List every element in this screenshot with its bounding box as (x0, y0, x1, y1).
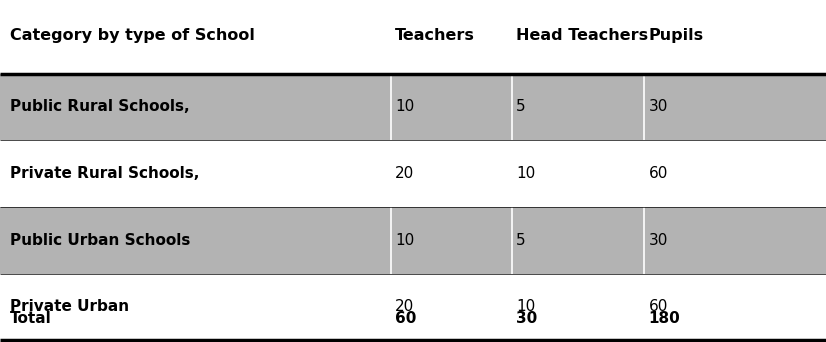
Bar (0, 207, 826, 274)
Text: 10: 10 (516, 300, 535, 314)
Text: 10: 10 (516, 166, 535, 181)
Text: 180: 180 (648, 311, 680, 326)
Text: Total: Total (10, 311, 52, 326)
Text: Private Urban: Private Urban (10, 300, 129, 314)
Text: 10: 10 (395, 100, 414, 114)
Text: Pupils: Pupils (648, 28, 704, 43)
Text: 20: 20 (395, 300, 414, 314)
Text: 5: 5 (516, 100, 526, 114)
Text: 30: 30 (648, 233, 667, 248)
Text: 10: 10 (395, 233, 414, 248)
Text: 60: 60 (648, 300, 667, 314)
Bar (0, 74, 826, 140)
Text: Public Rural Schools,: Public Rural Schools, (10, 100, 189, 114)
Text: 30: 30 (648, 100, 667, 114)
Text: 30: 30 (516, 311, 538, 326)
Text: 5: 5 (516, 233, 526, 248)
Text: Public Urban Schools: Public Urban Schools (10, 233, 190, 248)
Text: Teachers: Teachers (395, 28, 475, 43)
Text: 60: 60 (395, 311, 416, 326)
Text: Private Rural Schools,: Private Rural Schools, (10, 166, 199, 181)
Text: Head Teachers: Head Teachers (516, 28, 648, 43)
Text: 20: 20 (395, 166, 414, 181)
Text: 60: 60 (648, 166, 667, 181)
Bar (0, 274, 826, 340)
Bar (0, 140, 826, 207)
Text: Category by type of School: Category by type of School (10, 28, 254, 43)
